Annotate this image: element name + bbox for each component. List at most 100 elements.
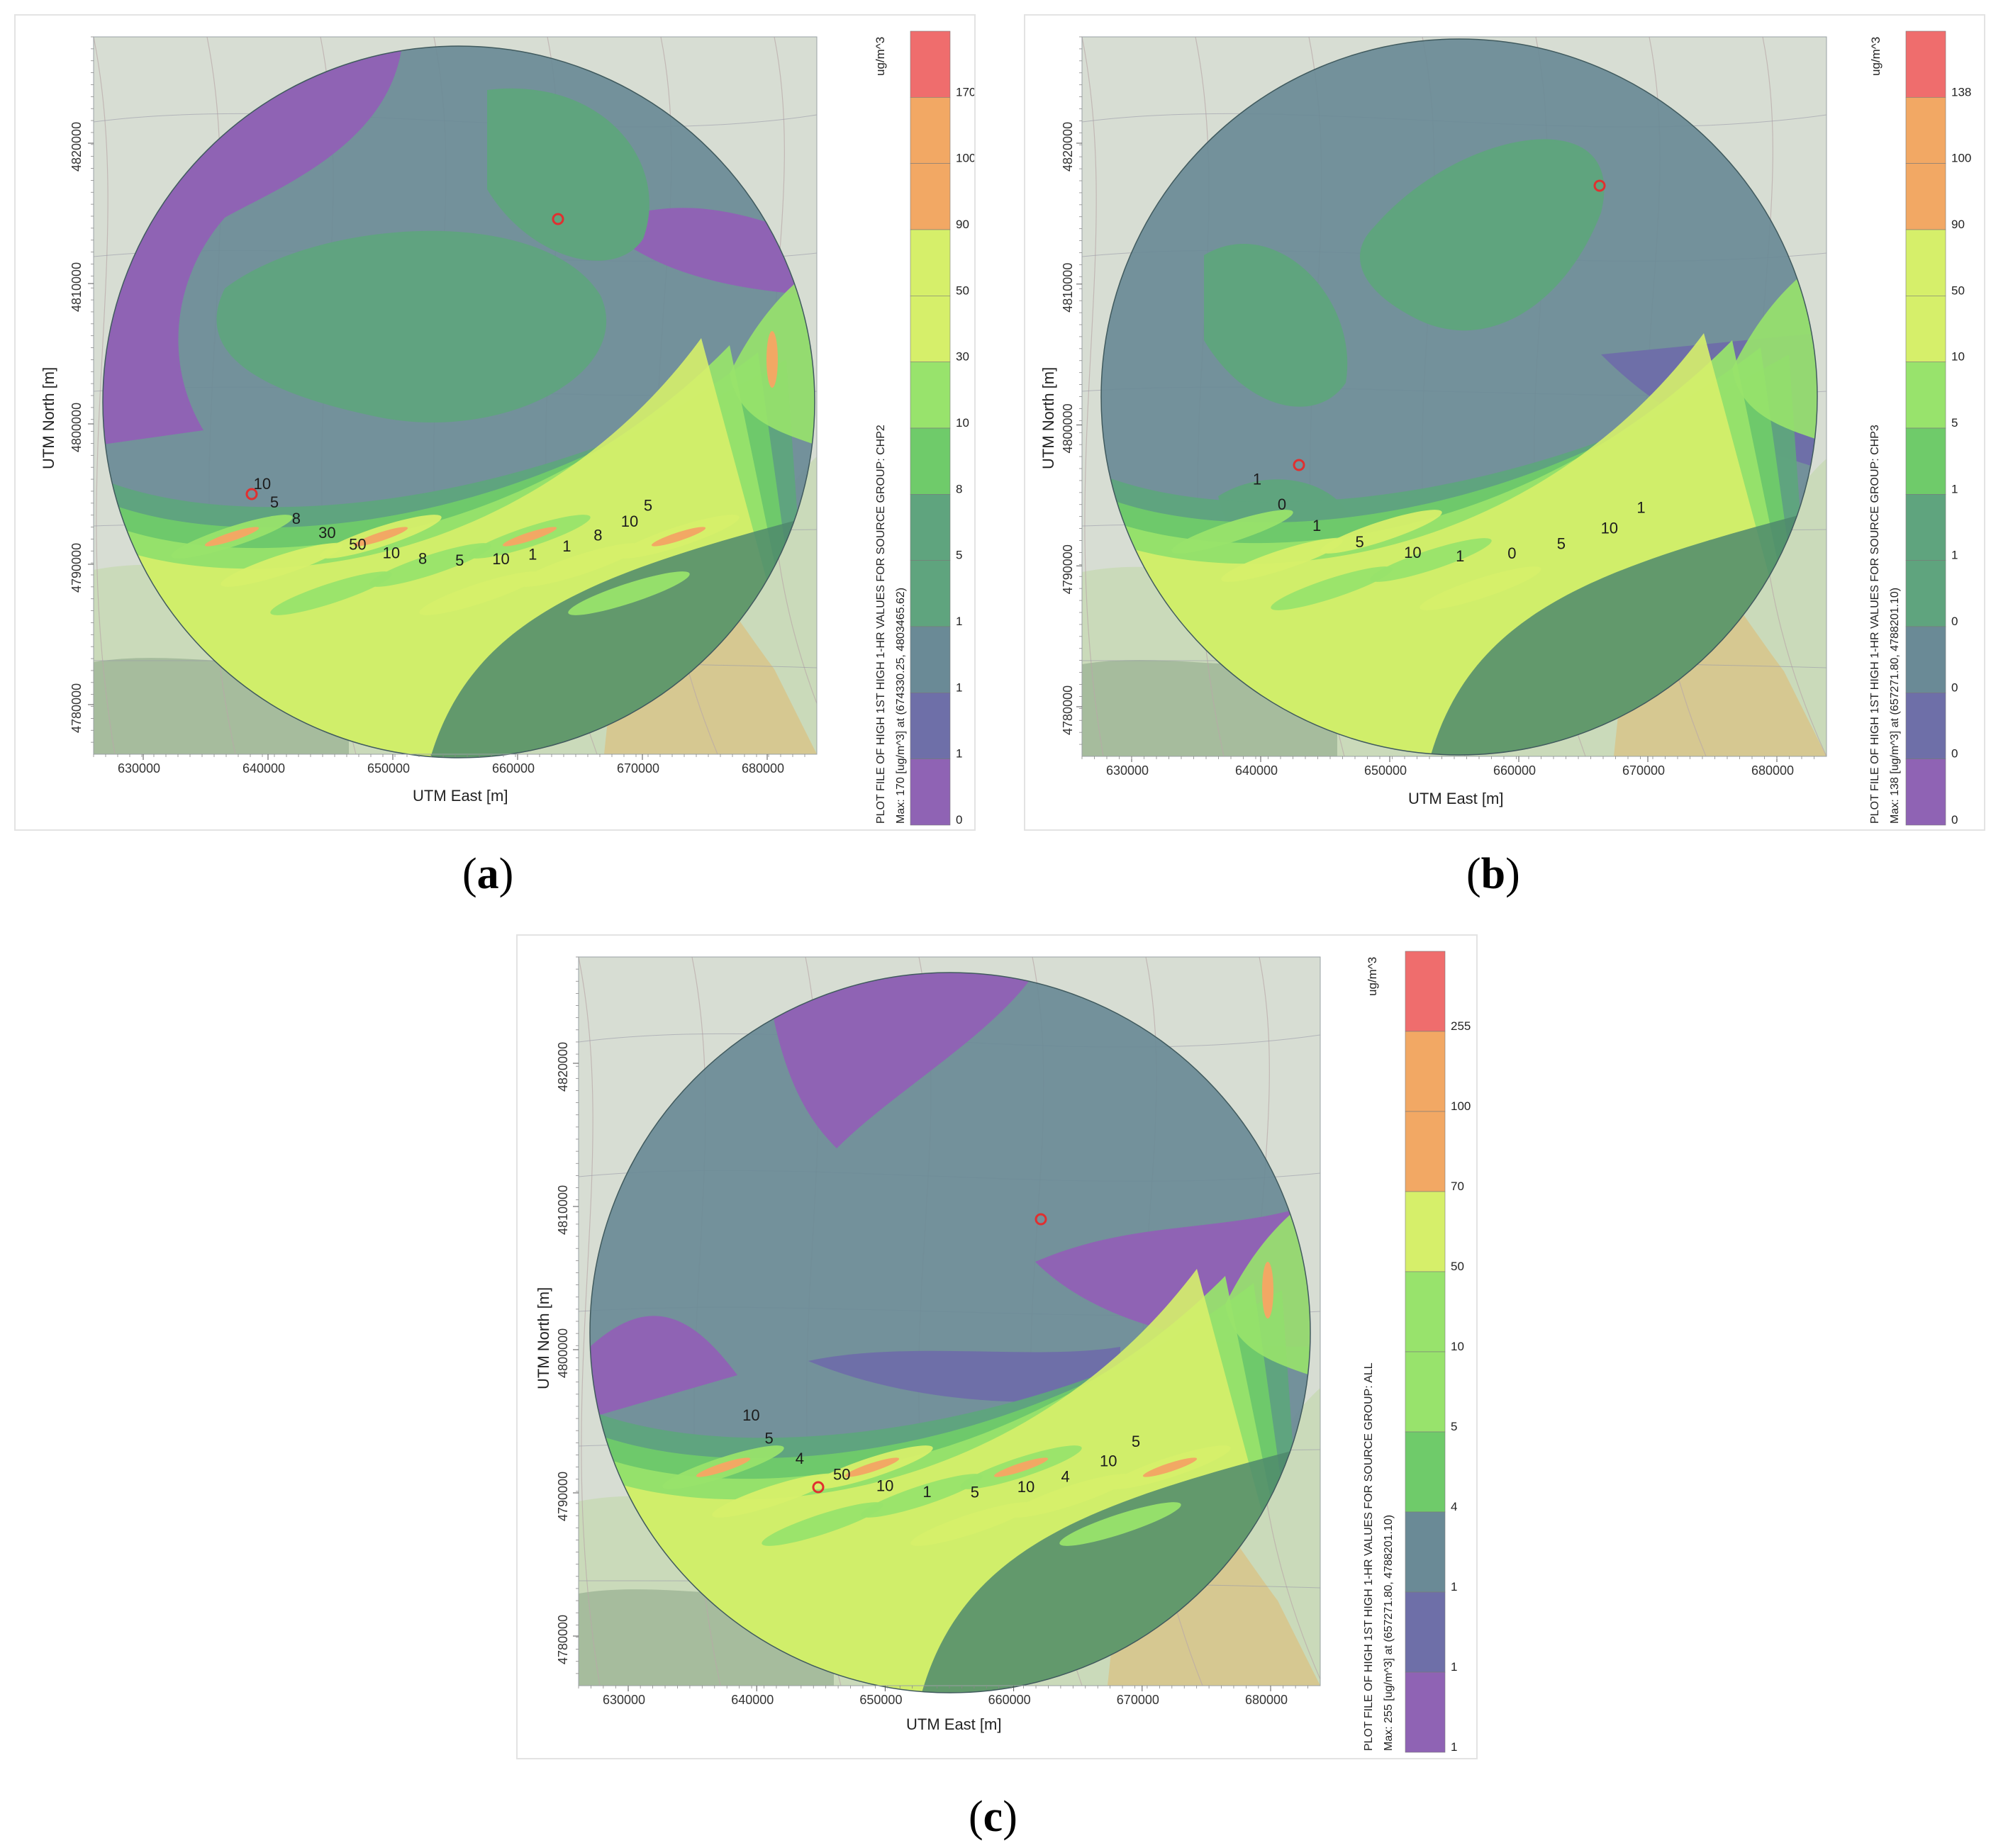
legend-swatch (1405, 1191, 1446, 1272)
legend-swatch (1905, 560, 1946, 627)
x-tick-label: 670000 (1622, 763, 1665, 778)
max-text-c: Max: 255 [ug/m^3] at (657271.80, 4788201… (1383, 1514, 1395, 1751)
x-tick-label: 650000 (1364, 763, 1407, 778)
legend-level-label: 5 (1951, 416, 1958, 430)
legend-swatch (910, 362, 951, 429)
legend-level-label: 138 (1951, 85, 1971, 99)
legend-level-label: 5 (956, 549, 962, 562)
legend-level-label: 10 (956, 416, 969, 430)
concentration-map-c: 10 5 4 50 10 1 5 10 4 10 5 630000 640000 650000 660000… (556, 951, 1471, 1754)
y-axis-title-a: UTM North [m] (40, 366, 57, 469)
legend-level-label: 5 (1451, 1420, 1457, 1433)
legend-level-label: 100 (956, 152, 974, 165)
legend-level-label: 50 (1951, 284, 1965, 297)
contour-label: 1 (1636, 498, 1645, 516)
contour-label: 10 (1100, 1452, 1117, 1470)
legend-swatch (1405, 1031, 1446, 1112)
y-tick-label: 4790000 (1061, 544, 1075, 594)
contour-label: 1 (1456, 547, 1464, 565)
contour-label: 5 (1355, 533, 1363, 551)
contour-label: 5 (644, 496, 652, 514)
legend-level-label: 1 (1951, 482, 1958, 495)
contour-label: 10 (1404, 544, 1421, 561)
contour-label: 1 (1253, 470, 1261, 488)
legend-level-label: 170 (956, 85, 974, 99)
concentration-field (1101, 39, 1817, 755)
x-tick-label: 640000 (242, 761, 285, 775)
contour-label: 10 (492, 550, 509, 568)
x-tick-label: 670000 (617, 761, 659, 775)
legend-swatch (1905, 494, 1946, 561)
legend-level-label: 30 (956, 350, 969, 364)
y-tick-label: 4780000 (69, 683, 84, 733)
contour-label: 50 (349, 536, 366, 554)
contour-label: 8 (418, 549, 427, 567)
legend-swatch (1905, 362, 1946, 429)
y-tick-label: 4780000 (1061, 685, 1075, 735)
legend-level-label: 10 (1951, 350, 1965, 364)
y-tick-label: 4790000 (69, 543, 84, 593)
legend-swatch (910, 163, 951, 230)
contour-label: 5 (455, 551, 464, 569)
x-tick-label: 680000 (1751, 763, 1794, 778)
legend-level-label: 50 (956, 284, 969, 297)
x-tick-label: 660000 (1493, 763, 1536, 778)
x-tick-label: 630000 (118, 761, 160, 775)
legend-swatch (910, 427, 951, 495)
contour-label: 10 (621, 513, 638, 530)
y-tick-label: 4820000 (556, 1042, 570, 1092)
legend-level-label: 10 (1451, 1340, 1464, 1353)
x-axis-title-c: UTM East [m] (906, 1715, 1002, 1733)
x-tick-label: 680000 (1245, 1693, 1288, 1707)
y-axis-title-b: UTM North [m] (1039, 366, 1057, 469)
y-tick-label: 4800000 (69, 403, 84, 452)
contour-label: 10 (254, 475, 271, 493)
legend-swatch (1905, 296, 1946, 362)
legend-level-label: 8 (956, 482, 962, 495)
contour-label: 10 (383, 544, 400, 562)
x-tick-label: 640000 (1235, 763, 1278, 778)
legend-swatch (1405, 1511, 1446, 1593)
legend-swatch (910, 296, 951, 362)
legend-level-label: 1 (956, 747, 962, 761)
contour-label: 30 (318, 524, 335, 542)
y-tick-label: 4810000 (1061, 263, 1075, 313)
legend-swatch (1905, 693, 1946, 759)
panel-c: 10 5 4 50 10 1 5 10 4 10 5 630000 640000 650000 660000… (516, 934, 1478, 1759)
legend-swatch (910, 30, 951, 98)
x-tick-label: 650000 (859, 1693, 902, 1707)
concentration-field (590, 973, 1310, 1693)
contour-label: 10 (742, 1406, 759, 1424)
max-text-b: Max: 138 [ug/m^3] at (657271.80, 4788201… (1889, 587, 1901, 824)
x-tick-label: 660000 (492, 761, 535, 775)
legend-swatch (910, 626, 951, 693)
contour-label: 0 (1278, 495, 1286, 513)
panel-a: 10 5 8 30 50 10 8 5 10 1 1 8 10 5 630000 640000 650000 66… (14, 14, 976, 831)
legend-swatch (910, 229, 951, 296)
legend-level-label: 0 (956, 813, 962, 827)
contour-label: 1 (562, 537, 571, 555)
concentration-field (103, 46, 815, 758)
contour-label: 1 (1312, 517, 1321, 534)
legend-swatch (910, 693, 951, 759)
y-tick-label: 4780000 (556, 1615, 570, 1664)
emission-source-marker (812, 1481, 825, 1494)
emission-source-marker (1034, 1213, 1047, 1226)
contour-label: 10 (1017, 1478, 1034, 1496)
legend-level-label: 1 (956, 615, 962, 628)
contour-label: 4 (796, 1450, 804, 1467)
legend-level-label: 50 (1451, 1260, 1464, 1273)
y-tick-label: 4820000 (69, 122, 84, 172)
legend-level-label: 255 (1451, 1019, 1471, 1033)
legend-level-label: 0 (1951, 747, 1958, 761)
contour-label: 5 (270, 493, 279, 511)
x-tick-label: 630000 (1106, 763, 1149, 778)
panel-b: 1 0 1 5 10 1 0 5 10 1 630000 640000 650000 660000 6700… (1024, 14, 1985, 831)
legend-swatch (1905, 626, 1946, 693)
legend-level-label: 90 (1951, 218, 1965, 231)
contour-label: 10 (876, 1477, 893, 1494)
legend-unit-a: ug/m^3 (874, 36, 887, 76)
legend-unit-b: ug/m^3 (1869, 36, 1883, 76)
